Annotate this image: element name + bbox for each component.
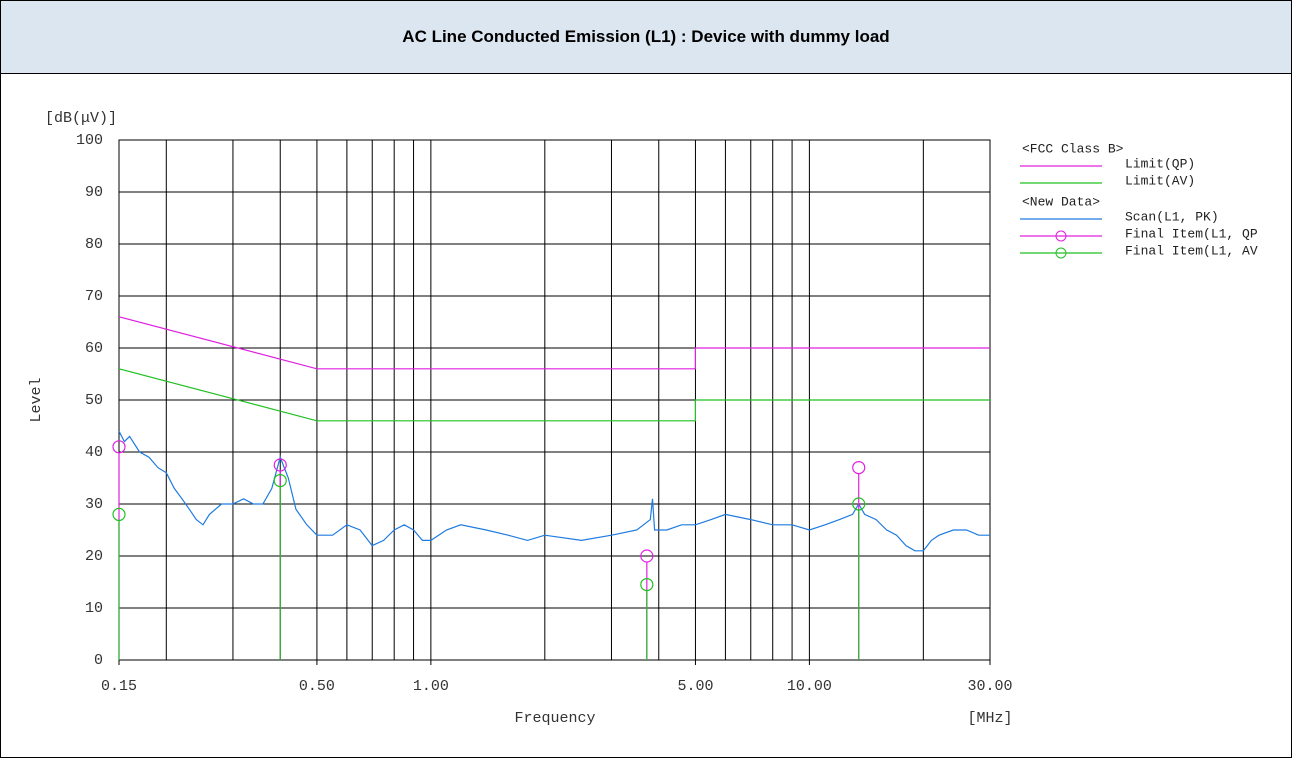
y-tick-label: 10 [85,600,103,617]
y-tick-label: 60 [85,340,103,357]
y-tick-label: 80 [85,236,103,253]
y-tick-label: 100 [76,132,103,149]
marker [112,440,126,454]
x-tick-label: 5.00 [677,678,713,695]
y-tick-label: 0 [94,652,103,669]
y-tick-label: 20 [85,548,103,565]
marker [112,507,126,522]
y-tick-label: 50 [85,392,103,409]
y-tick-label: 30 [85,496,103,513]
legend-label: Final Item(L1, AV [1125,243,1258,258]
chart-title: AC Line Conducted Emission (L1) : Device… [402,27,890,46]
x-axis-label: Frequency [514,710,595,727]
x-tick-label: 0.15 [101,678,137,695]
x-tick-label: 0.50 [299,678,335,695]
legend-marker [1055,247,1067,259]
legend-label: Limit(AV) [1125,173,1195,188]
series-line [118,430,990,552]
marker [640,549,654,563]
x-tick-label: 30.00 [967,678,1012,695]
legend-group: <New Data> [1022,194,1100,209]
marker [852,461,866,475]
marker [852,497,866,511]
series-line [118,368,990,422]
x-tick-label: 1.00 [413,678,449,695]
legend-label: Final Item(L1, QP [1125,226,1258,241]
y-unit: [dB(μV)] [45,110,117,127]
legend-marker [1055,230,1067,242]
legend-label: Limit(QP) [1125,156,1195,171]
series-line [118,316,990,370]
marker [273,458,287,472]
marker [273,474,287,488]
header: AC Line Conducted Emission (L1) : Device… [1,1,1291,74]
y-tick-label: 70 [85,288,103,305]
y-tick-label: 90 [85,184,103,201]
marker [640,577,654,592]
x-tick-label: 10.00 [787,678,832,695]
y-tick-label: 40 [85,444,103,461]
y-axis-label: Level [28,377,45,422]
legend-group: <FCC Class B> [1022,141,1124,156]
x-unit: [MHz] [967,710,1012,727]
legend-label: Scan(L1, PK) [1125,209,1219,224]
